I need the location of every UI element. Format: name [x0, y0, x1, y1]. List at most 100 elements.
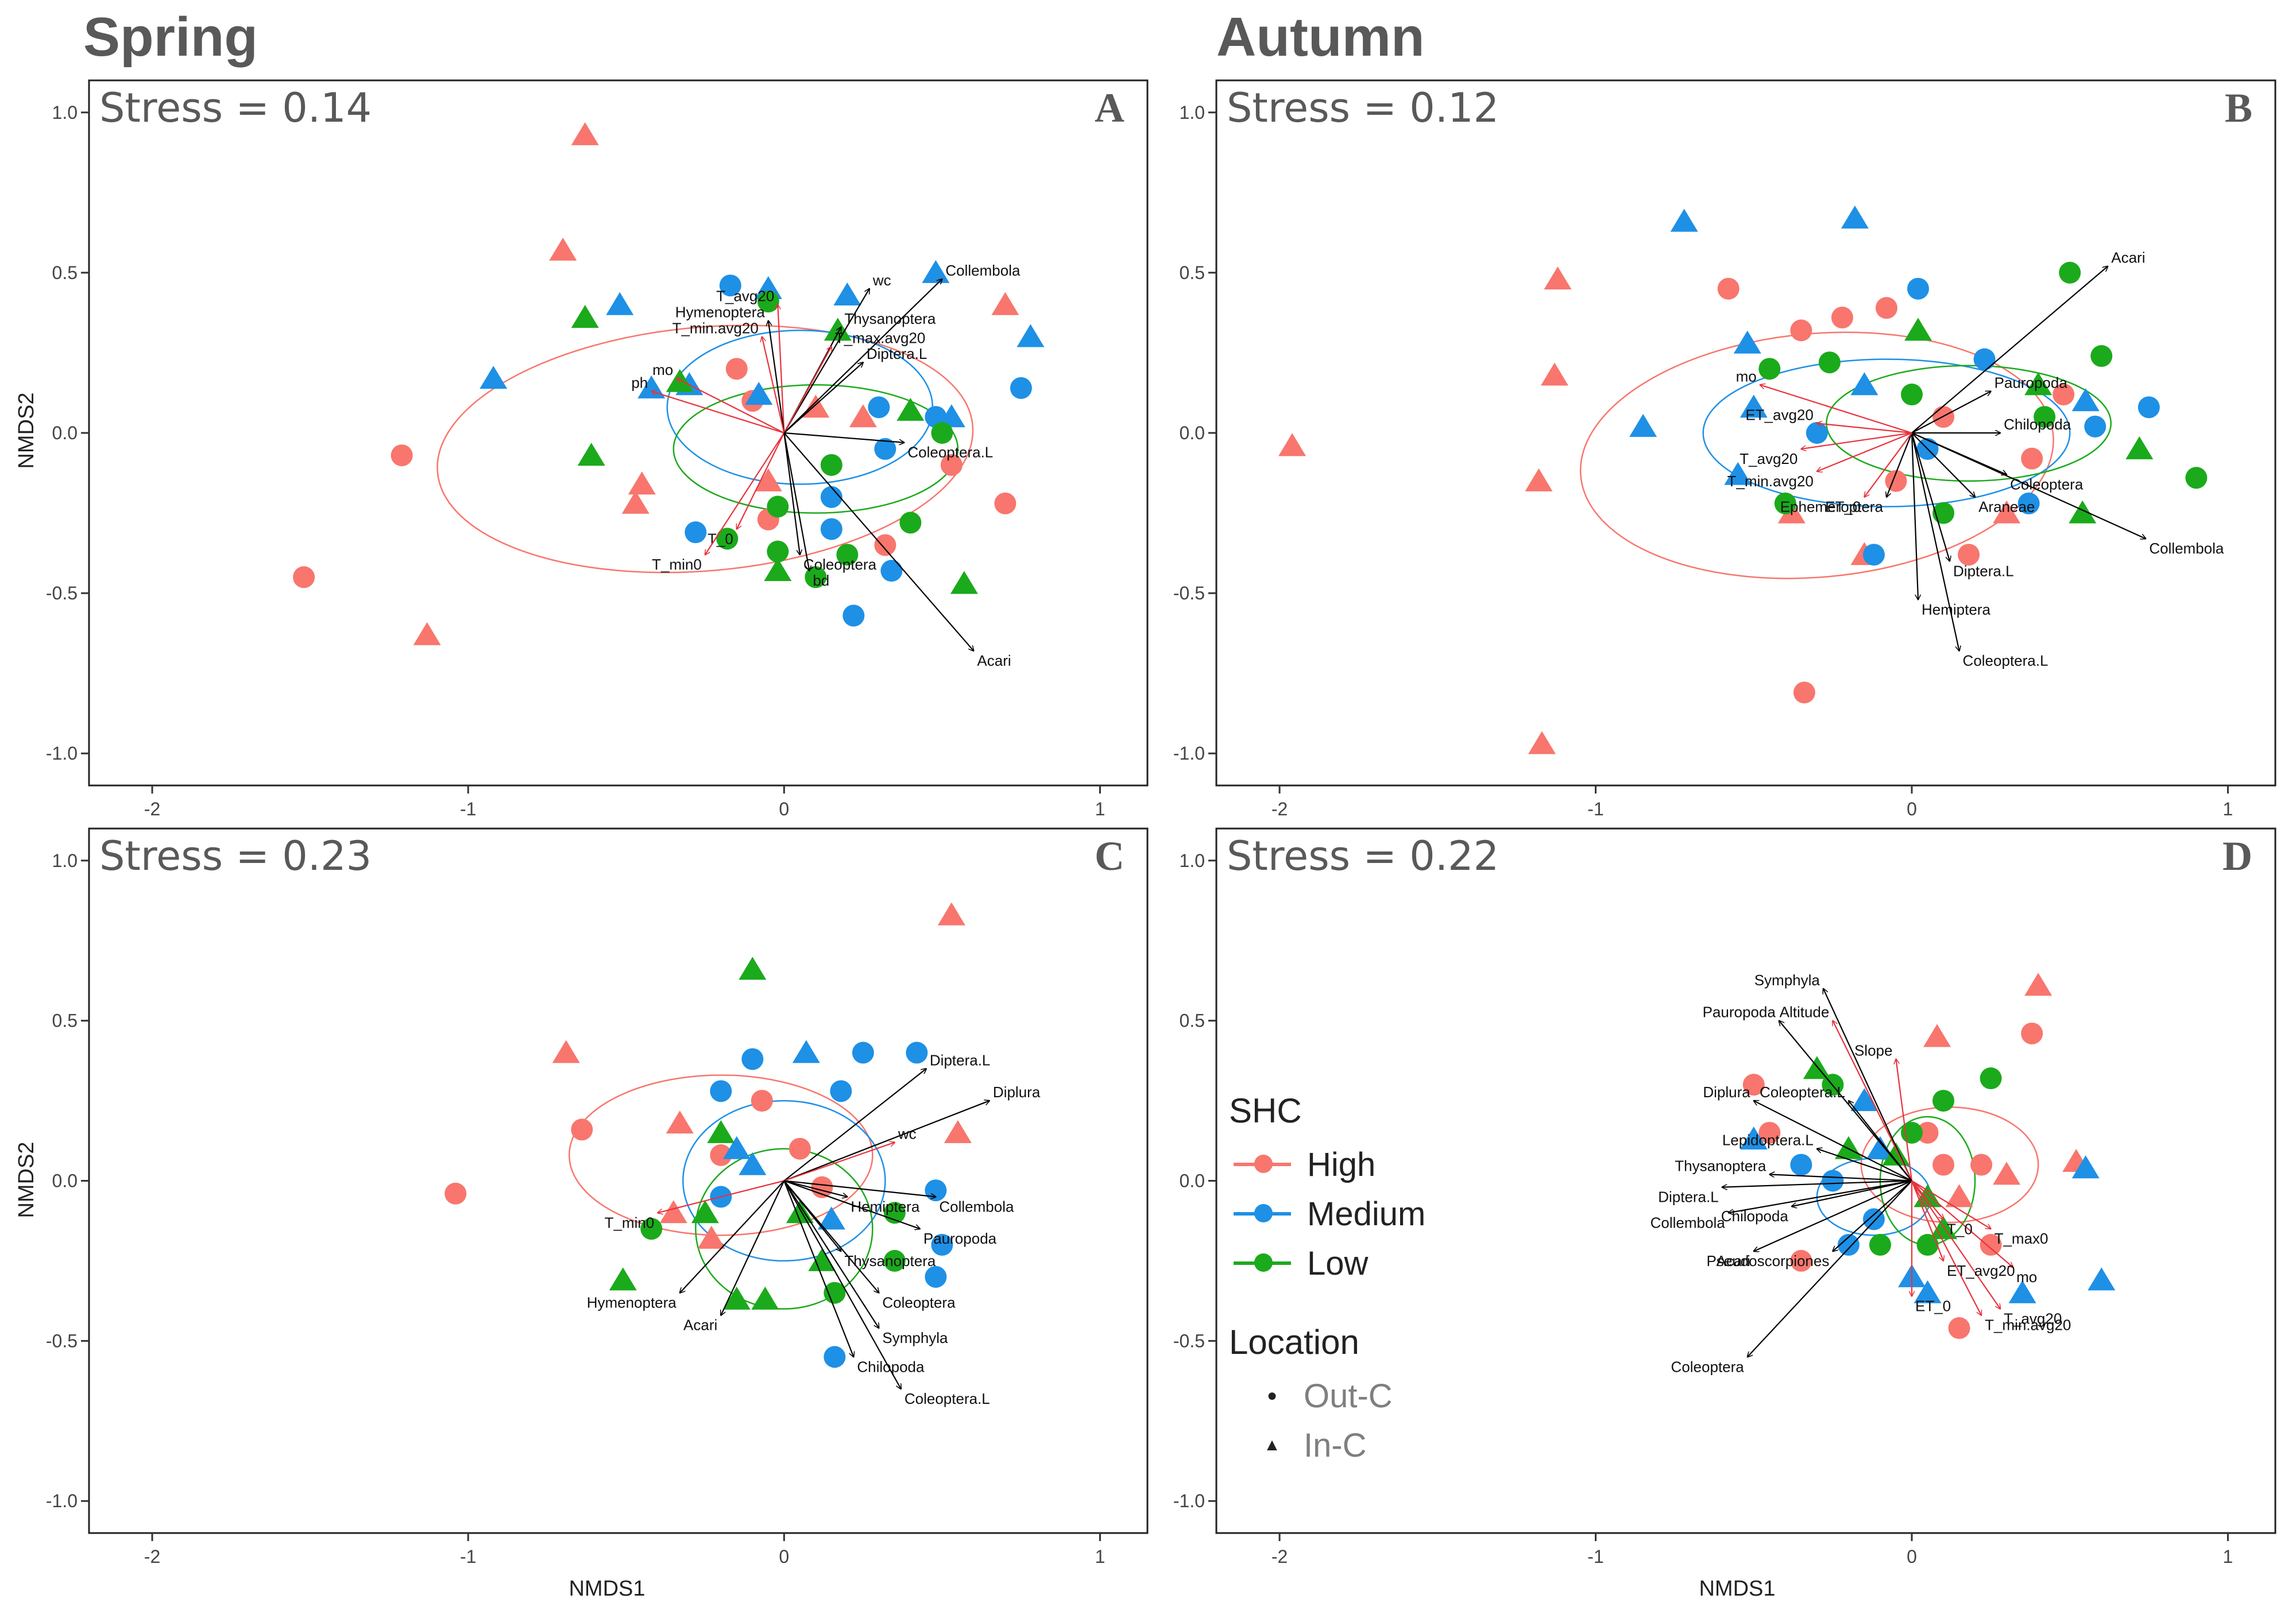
vector-arrow-c	[783, 1180, 879, 1329]
ellipse-medium-c	[682, 1100, 886, 1262]
panel-frame-d	[1215, 827, 2276, 1534]
vector-arrow-d	[1817, 1149, 1912, 1182]
vector-arrow-b	[1817, 423, 1912, 434]
y-tick-label-c: 0.5	[52, 1011, 78, 1031]
point-in-c-low	[950, 571, 978, 594]
point-in-c-high	[849, 404, 877, 428]
point-out-c-medium	[906, 1042, 928, 1064]
y-tick-label-c: -1.0	[46, 1491, 78, 1511]
point-in-c-high	[944, 1120, 972, 1143]
stress-label-c: Stress = 0.23	[99, 833, 372, 880]
point-in-c-medium	[606, 292, 634, 315]
panel-d: -2 -1 0 1 -1.0 -0.5 0.0 0.5 1.0 Symphyla Pauropoda…	[1173, 827, 2276, 1567]
panel-b: -2 -1 0 1 -1.0 -0.5 0.0 0.5 1.0 Acari Pauropoda Chi…	[1173, 79, 2276, 819]
vector-arrow-a	[762, 337, 785, 434]
point-in-c-low	[2125, 436, 2154, 459]
point-out-c-low	[2059, 261, 2081, 284]
point-in-c-medium	[2088, 1267, 2116, 1291]
vector-arrow-d	[1896, 1059, 1913, 1181]
y-tick-label-d: -1.0	[1173, 1491, 1205, 1511]
vector-arrow-d	[1911, 1180, 1943, 1220]
y-tick-label-b: -0.5	[1173, 583, 1205, 603]
vector-label-d: T_max0	[1994, 1230, 2048, 1247]
vector-arrow-c	[680, 1180, 785, 1293]
point-out-c-medium	[842, 605, 865, 627]
point-out-c-low	[767, 496, 789, 518]
vector-arrow-b	[1911, 432, 1975, 497]
vector-arrow-c	[783, 1180, 879, 1293]
point-out-c-high	[1790, 319, 1812, 342]
y-tick-label-b: 0.5	[1180, 262, 1205, 283]
panel-letter-c: C	[1095, 833, 1124, 879]
ellipse-medium-b	[1702, 358, 2071, 508]
x-tick-label-b: 0	[1907, 799, 1917, 819]
point-out-c-low	[1869, 1234, 1891, 1256]
point-out-c-low	[1932, 502, 1955, 524]
point-out-c-high	[1980, 1234, 2002, 1256]
ellipse-low-a	[672, 384, 959, 514]
vector-label-c: Hemiptera	[851, 1198, 919, 1215]
point-in-c-high	[991, 292, 1019, 315]
point-out-c-high	[994, 492, 1016, 514]
legend-item-low: Low	[1229, 1238, 1631, 1288]
point-in-c-low	[691, 1200, 719, 1224]
vector-label-d: T_0	[1947, 1220, 1973, 1237]
vector-label-a: Hymenoptera	[675, 304, 766, 321]
vector-arrow-a	[778, 305, 785, 434]
vector-label-b: T_min.avg20	[1727, 473, 1814, 490]
point-in-c-medium	[922, 260, 950, 283]
point-in-c-medium	[722, 1136, 751, 1159]
point-out-c-low	[899, 512, 922, 534]
x-tick-label-b: -1	[1587, 799, 1603, 819]
vector-arrow-a	[737, 432, 785, 529]
point-out-c-medium	[685, 521, 707, 544]
x-tick-label-a: 0	[779, 799, 789, 819]
vector-arrow-d	[1849, 1101, 1912, 1182]
point-out-c-high	[1916, 1121, 1939, 1144]
vector-label-a: T_min0	[652, 556, 702, 573]
vector-arrow-a	[783, 432, 800, 555]
vector-label-c: T_min0	[605, 1214, 655, 1231]
x-tick-label-b: 1	[2223, 799, 2233, 819]
vector-label-d: Diplura	[1703, 1083, 1750, 1101]
vector-label-a: Coleoptera.L	[907, 444, 993, 461]
legend-shc-title: SHC	[1229, 1092, 1302, 1130]
point-out-c-low	[1900, 384, 1923, 406]
season-title-spring: Spring	[83, 6, 258, 68]
vector-arrow-d	[1792, 1180, 1912, 1207]
ellipse-high-c	[568, 1074, 873, 1236]
point-in-c-high	[1525, 468, 1553, 491]
panel-letter-a: A	[1095, 85, 1124, 131]
vector-arrow-a	[784, 432, 904, 443]
x-tick-label-c: 0	[779, 1546, 789, 1567]
vector-label-d: Coleoptera.L	[1760, 1083, 1845, 1101]
point-out-c-high	[1758, 1121, 1781, 1144]
vector-arrow-d	[1911, 1180, 1943, 1261]
vector-label-d: Pseudoscorpiones	[1706, 1252, 1829, 1269]
point-out-c-low	[640, 1218, 663, 1240]
x-tick-label-c: -1	[460, 1546, 476, 1567]
point-in-c-high	[659, 1200, 687, 1224]
point-in-c-medium	[1733, 330, 1761, 354]
point-out-c-high	[1790, 1249, 1812, 1272]
x-tick-label-a: -2	[144, 799, 160, 819]
point-in-c-medium	[1740, 1126, 1768, 1149]
point-out-c-high	[571, 1118, 593, 1141]
vector-arrow-b	[1911, 432, 1959, 651]
vector-label-b: Araneae	[1978, 498, 2035, 516]
x-tick-label-d: 0	[1907, 1546, 1917, 1567]
vector-label-a: Collembola	[945, 262, 1021, 279]
vector-label-d: Lepidoptera.L	[1722, 1132, 1814, 1149]
point-in-c-low	[1803, 1056, 1831, 1079]
vector-label-c: wc	[898, 1125, 917, 1143]
vector-arrow-d	[1911, 1180, 2000, 1309]
point-out-c-medium	[1790, 1154, 1812, 1176]
point-out-c-low	[836, 544, 859, 566]
point-in-c-medium	[745, 382, 773, 405]
point-in-c-medium	[480, 366, 508, 389]
point-in-c-high	[621, 490, 650, 514]
vector-label-a: bd	[813, 572, 829, 589]
vector-arrow-a	[783, 279, 942, 434]
point-in-c-low	[707, 1120, 735, 1143]
